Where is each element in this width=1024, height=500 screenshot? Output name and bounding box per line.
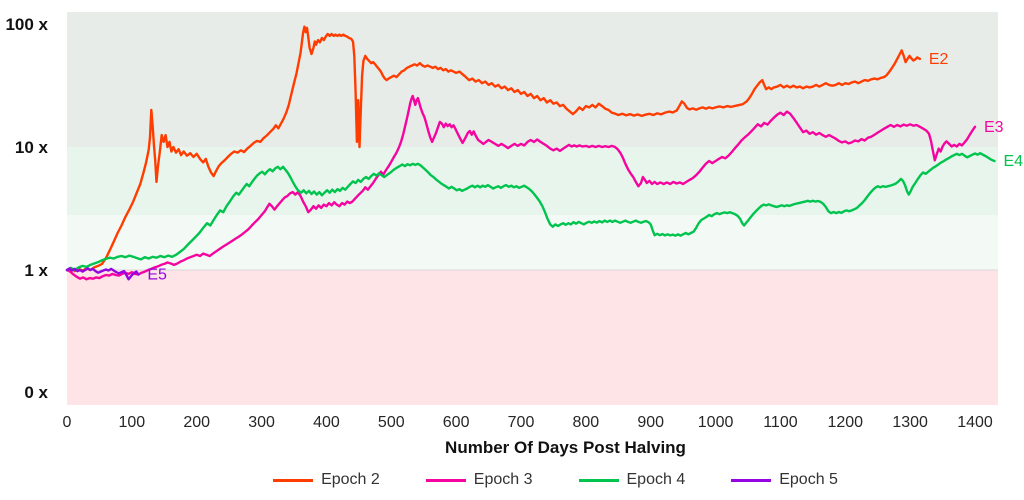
legend-swatch bbox=[273, 478, 314, 482]
x-tick-700: 700 bbox=[508, 414, 535, 431]
x-tick-0: 0 bbox=[63, 414, 72, 431]
y-tick-100x: 100 x bbox=[5, 15, 48, 34]
legend-item-epoch-4: Epoch 4 bbox=[578, 471, 686, 489]
legend: Epoch 2 Epoch 3 Epoch 4 Epoch 5 bbox=[90, 471, 1021, 489]
x-tick-600: 600 bbox=[443, 414, 470, 431]
series-end-label-e3: E3 bbox=[984, 119, 1004, 136]
legend-swatch bbox=[425, 478, 466, 482]
legend-label: Epoch 3 bbox=[473, 471, 533, 488]
legend-item-epoch-3: Epoch 3 bbox=[425, 471, 533, 489]
x-tick-300: 300 bbox=[248, 414, 275, 431]
series-line-epoch-3 bbox=[65, 94, 977, 281]
x-axis-title: Number Of Days Post Halving bbox=[445, 438, 686, 457]
x-tick-1300: 1300 bbox=[892, 414, 928, 431]
series-end-label-e2: E2 bbox=[929, 51, 949, 68]
legend-label: Epoch 2 bbox=[321, 471, 380, 488]
legend-label: Epoch 4 bbox=[626, 471, 686, 488]
series-end-label-e5: E5 bbox=[147, 266, 167, 283]
band-0 bbox=[67, 12, 998, 147]
x-tick-1200: 1200 bbox=[827, 414, 863, 431]
series-line-epoch-5 bbox=[65, 267, 140, 281]
y-tick-10x: 10 x bbox=[15, 138, 49, 157]
x-tick-800: 800 bbox=[573, 414, 600, 431]
x-tick-100: 100 bbox=[119, 414, 146, 431]
legend-item-epoch-5: Epoch 5 bbox=[731, 471, 838, 489]
series-end-label-e4: E4 bbox=[1003, 153, 1023, 170]
x-tick-500: 500 bbox=[378, 414, 405, 431]
x-tick-900: 900 bbox=[637, 414, 664, 431]
x-tick-200: 200 bbox=[183, 414, 210, 431]
x-tick-1400: 1400 bbox=[957, 414, 993, 431]
y-tick-1x: 1 x bbox=[24, 261, 48, 280]
legend-item-epoch-2: Epoch 2 bbox=[273, 471, 380, 489]
band-2 bbox=[67, 214, 998, 270]
legend-swatch bbox=[731, 478, 772, 482]
x-tick-1000: 1000 bbox=[698, 414, 734, 431]
x-tick-1100: 1100 bbox=[763, 414, 798, 431]
legend-label: Epoch 5 bbox=[779, 471, 838, 488]
band-3 bbox=[67, 270, 998, 405]
x-tick-400: 400 bbox=[313, 414, 340, 431]
legend-swatch bbox=[578, 478, 619, 482]
series-line-epoch-2 bbox=[65, 25, 922, 273]
series-line-epoch-4 bbox=[65, 151, 996, 272]
y-tick-0x: 0 x bbox=[24, 383, 48, 402]
band-1 bbox=[67, 147, 998, 215]
